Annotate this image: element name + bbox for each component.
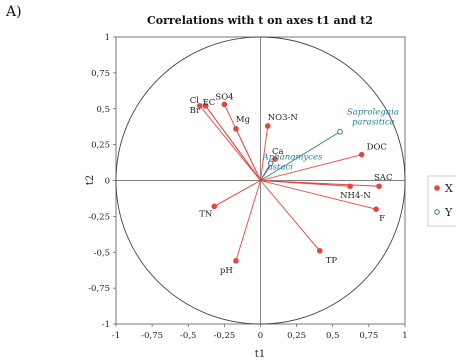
point-ph (233, 258, 239, 264)
vector-cl (199, 105, 261, 181)
x-axis-title: t1 (255, 349, 265, 360)
label-aphanomyces-astaci: astaci (268, 162, 294, 172)
vector-tp (260, 180, 321, 252)
label-tp: TP (326, 256, 338, 266)
x-tick-label: 1 (402, 331, 407, 341)
label-br: Br (190, 106, 201, 116)
y-axis-title: t2 (85, 175, 96, 185)
x-tick-label: 0,75 (359, 331, 378, 341)
point-tp (316, 248, 323, 254)
y-tick-label: -0,25 (88, 212, 110, 222)
point-so4 (221, 101, 228, 108)
x-tick-label: 0,5 (326, 331, 340, 341)
x-tick-label: 0 (258, 331, 263, 341)
label-ca: Ca (272, 147, 284, 157)
label-ec: EC (203, 98, 216, 108)
label-ph: pH (220, 266, 233, 276)
legend-marker-y (434, 209, 440, 215)
label-so4: SO4 (215, 92, 233, 102)
panel-label: A) (6, 4, 22, 20)
vector-nh4-n (260, 180, 351, 187)
vector-f (260, 180, 377, 210)
vector-mg (235, 128, 261, 181)
x-tick-label: -0,5 (180, 331, 196, 341)
x-tick-label: -1 (112, 331, 120, 341)
label-f: F (379, 214, 385, 224)
y-tick-label: -0,5 (94, 248, 110, 258)
label-saprolegnia-parasitica: Saprolegnia (347, 108, 399, 118)
legend: XY (427, 175, 456, 227)
label-sac: SAC (374, 173, 392, 183)
vector-tn (214, 180, 261, 207)
legend-box (427, 175, 456, 227)
label-aphanomyces-astaci: Aphanomyces (262, 152, 323, 162)
vector-doc (260, 154, 362, 181)
x-tick-label: -0,25 (213, 331, 235, 341)
label-nh4-n: NH4-N (340, 191, 371, 201)
chart-title: Correlations with t on axes t1 and t2 (147, 14, 373, 27)
point-ca (272, 156, 278, 162)
y-tick-label: 1 (105, 33, 110, 43)
legend-label-x: X (445, 182, 453, 195)
y-tick-label: -1 (102, 320, 110, 330)
point-tn (211, 203, 218, 210)
y-tick-label: 0 (105, 177, 110, 187)
label-cl: Cl (190, 96, 200, 106)
vector-br (205, 105, 261, 181)
vector-no3-n (260, 125, 269, 181)
point-nh4-n (347, 183, 353, 190)
legend-label-y: Y (444, 206, 453, 219)
point-no3-n (264, 123, 271, 129)
point-mg (233, 126, 239, 132)
point-doc (358, 151, 365, 158)
point-aphanomyces-astaci (267, 160, 274, 167)
point-f (373, 206, 379, 212)
y-tick-label: -0,75 (88, 284, 110, 294)
label-no3-n: NO3-N (268, 113, 299, 123)
y-tick-label: 0,5 (96, 105, 110, 115)
label-mg: Mg (236, 115, 251, 125)
vector-ph (235, 180, 261, 261)
label-saprolegnia-parasitica: parasitica (352, 118, 395, 128)
point-sac (376, 183, 382, 190)
x-tick-label: -0,75 (141, 331, 163, 341)
vector-saprolegnia-parasitica (260, 131, 341, 181)
point-cl (197, 103, 203, 109)
vector-aphanomyces-astaci (260, 163, 272, 181)
y-tick-label: 0,75 (91, 69, 110, 79)
y-tick-label: 0,25 (91, 141, 110, 151)
label-tn: TN (199, 209, 213, 219)
point-saprolegnia-parasitica (337, 128, 343, 135)
legend-marker-x (434, 185, 440, 191)
x-tick-label: 0,25 (287, 331, 306, 341)
label-doc: DOC (367, 143, 387, 153)
point-br (202, 103, 209, 109)
